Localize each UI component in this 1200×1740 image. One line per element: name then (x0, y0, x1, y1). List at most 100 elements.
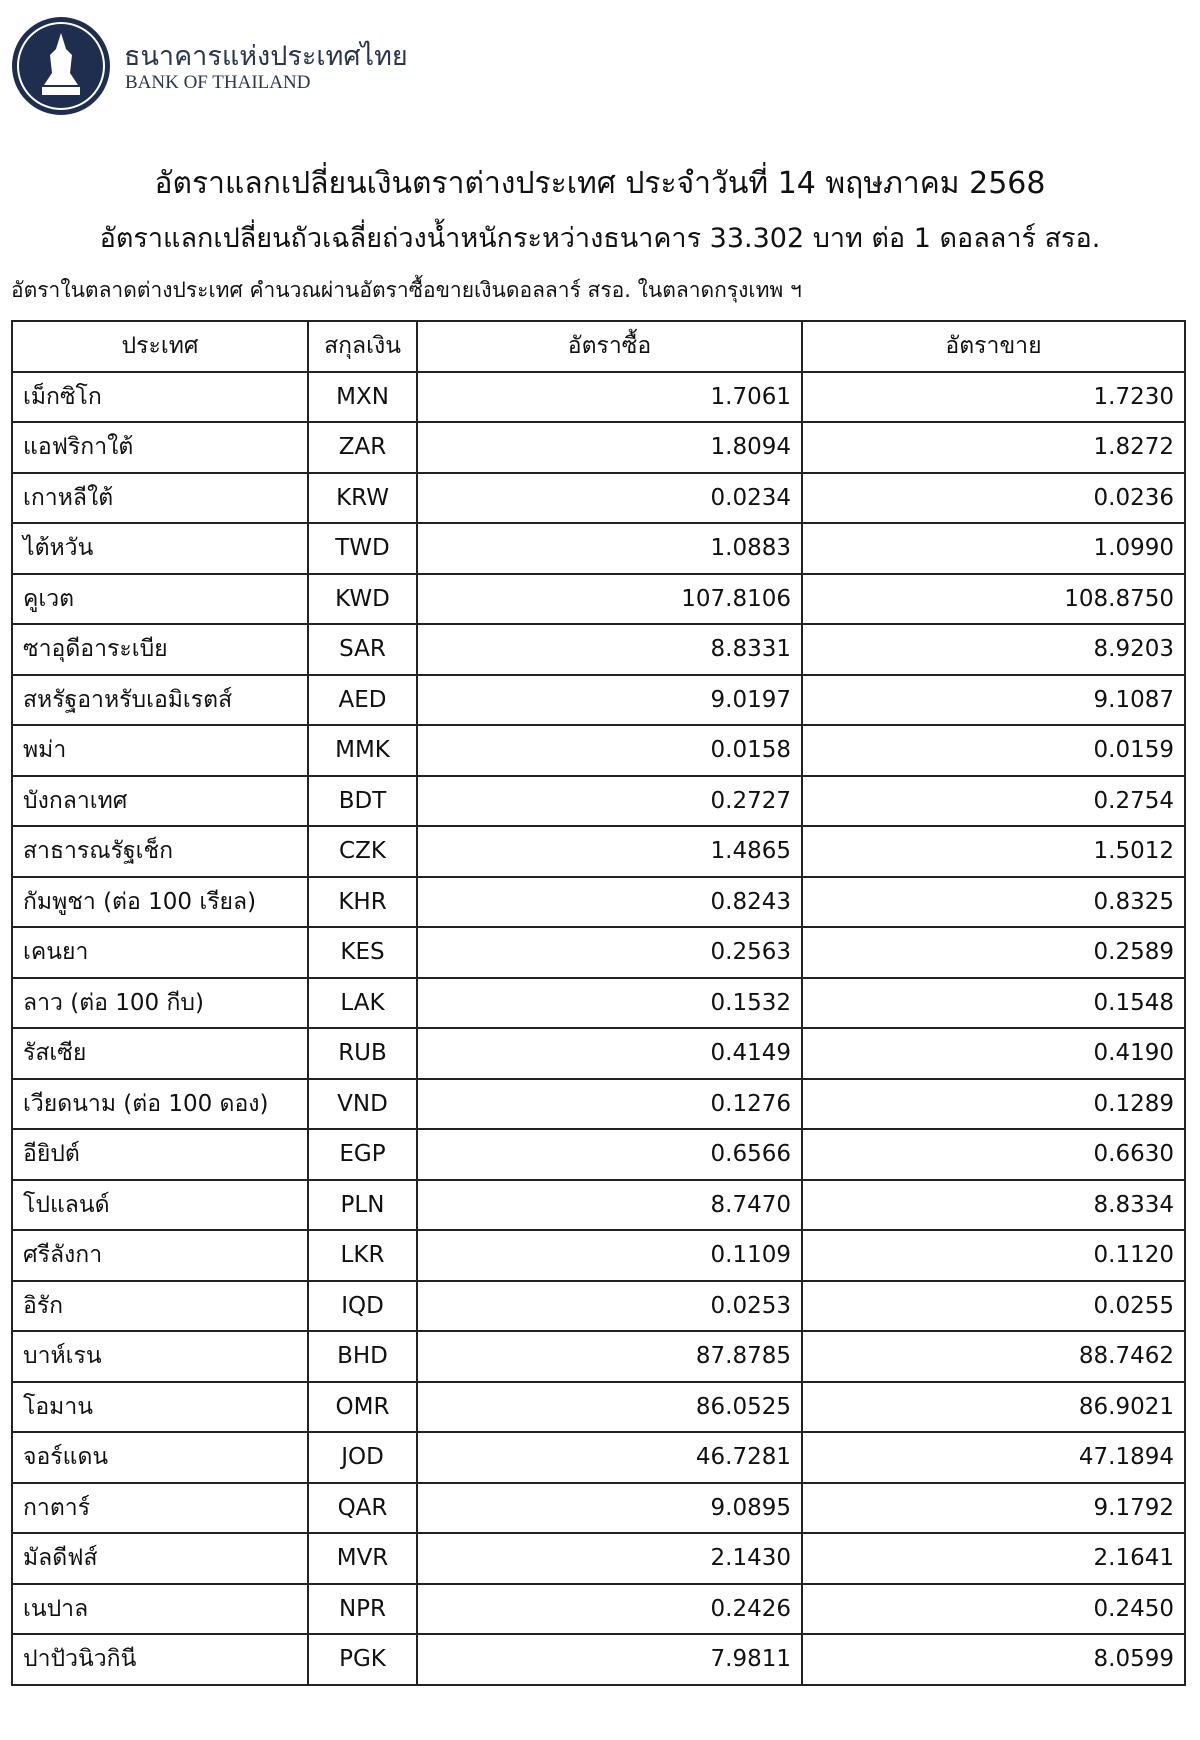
country: บังกลาเทศ (11, 774, 309, 827)
buy-rate: 107.8106 (416, 572, 803, 625)
country: เคนยา (11, 926, 309, 979)
currency-code: EGP (307, 1128, 418, 1181)
rates-table: ประเทศ สกุลเงิน อัตราซื้อ อัตราขาย เม็กซิโก… (11, 320, 1186, 1686)
org-name-th: ธนาคารแห่งประเทศไทย (124, 41, 408, 72)
country: รัสเซีย (11, 1027, 309, 1080)
column-header: อัตราขาย (801, 320, 1186, 373)
buy-rate: 86.0525 (416, 1380, 803, 1433)
currency-code: KWD (307, 572, 418, 625)
sell-rate: 86.9021 (801, 1380, 1186, 1433)
sell-rate: 0.0255 (801, 1279, 1186, 1332)
country: บาห์เรน (11, 1330, 309, 1383)
sell-rate: 0.1120 (801, 1229, 1186, 1282)
sell-rate: 0.1548 (801, 976, 1186, 1029)
country: เม็กซิโก (11, 370, 309, 423)
sell-rate: 9.1087 (801, 673, 1186, 726)
table-row: ลาว (ต่อ 100 กีบ) LAK 0.1532 0.1548 (11, 976, 1186, 1029)
currency-code: PLN (307, 1178, 418, 1231)
country: โปแลนด์ (11, 1178, 309, 1231)
country: แอฟริกาใต้ (11, 421, 309, 474)
table-row: เนปาล NPR 0.2426 0.2450 (11, 1582, 1186, 1635)
buy-rate: 0.2563 (416, 926, 803, 979)
buy-rate: 1.4865 (416, 825, 803, 878)
currency-code: OMR (307, 1380, 418, 1433)
country: ลาว (ต่อ 100 กีบ) (11, 976, 309, 1029)
country: กาตาร์ (11, 1481, 309, 1534)
currency-code: NPR (307, 1582, 418, 1635)
table-row: เวียดนาม (ต่อ 100 ดอง) VND 0.1276 0.1289 (11, 1077, 1186, 1130)
table-row: จอร์แดน JOD 46.7281 47.1894 (11, 1431, 1186, 1484)
sell-rate: 1.7230 (801, 370, 1186, 423)
currency-code: AED (307, 673, 418, 726)
country: สหรัฐอาหรับเอมิเรตส์ (11, 673, 309, 726)
table-body: เม็กซิโก MXN 1.7061 1.7230 แอฟริกาใต้ ZAR 1.80… (11, 370, 1186, 1686)
buy-rate: 0.0253 (416, 1279, 803, 1332)
sell-rate: 0.2450 (801, 1582, 1186, 1635)
buy-rate: 0.1276 (416, 1077, 803, 1130)
table-row: อิรัก IQD 0.0253 0.0255 (11, 1279, 1186, 1332)
table-row: ซาอุดีอาระเบีย SAR 8.8331 8.9203 (11, 623, 1186, 676)
currency-code: LKR (307, 1229, 418, 1282)
table-row: บังกลาเทศ BDT 0.2727 0.2754 (11, 774, 1186, 827)
country: ศรีลังกา (11, 1229, 309, 1282)
buy-rate: 2.1430 (416, 1532, 803, 1585)
sell-rate: 0.6630 (801, 1128, 1186, 1181)
currency-code: IQD (307, 1279, 418, 1332)
currency-code: MMK (307, 724, 418, 777)
table-row: ไต้หวัน TWD 1.0883 1.0990 (11, 522, 1186, 575)
table-row: ปาปัวนิวกินี PGK 7.9811 8.0599 (11, 1633, 1186, 1686)
table-row: ศรีลังกา LKR 0.1109 0.1120 (11, 1229, 1186, 1282)
org-name-en: BANK OF THAILAND (125, 72, 311, 93)
column-header: อัตราซื้อ (416, 320, 803, 373)
country: เนปาล (11, 1582, 309, 1635)
country: เกาหลีใต้ (11, 471, 309, 524)
buy-rate: 8.8331 (416, 623, 803, 676)
table-row: กัมพูชา (ต่อ 100 เรียล) KHR 0.8243 0.8325 (11, 875, 1186, 928)
buy-rate: 9.0895 (416, 1481, 803, 1534)
sell-rate: 0.0159 (801, 724, 1186, 777)
currency-code: JOD (307, 1431, 418, 1484)
buy-rate: 0.6566 (416, 1128, 803, 1181)
currency-code: MXN (307, 370, 418, 423)
sell-rate: 0.1289 (801, 1077, 1186, 1130)
table-row: เกาหลีใต้ KRW 0.0234 0.0236 (11, 471, 1186, 524)
currency-code: KRW (307, 471, 418, 524)
sell-rate: 8.0599 (801, 1633, 1186, 1686)
table-row: รัสเซีย RUB 0.4149 0.4190 (11, 1027, 1186, 1080)
country: กัมพูชา (ต่อ 100 เรียล) (11, 875, 309, 928)
buy-rate: 9.0197 (416, 673, 803, 726)
currency-code: KES (307, 926, 418, 979)
table-row: เม็กซิโก MXN 1.7061 1.7230 (11, 370, 1186, 423)
currency-code: SAR (307, 623, 418, 676)
sell-rate: 0.0236 (801, 471, 1186, 524)
country: ซาอุดีอาระเบีย (11, 623, 309, 676)
table-row: มัลดีฟส์ MVR 2.1430 2.1641 (11, 1532, 1186, 1585)
currency-code: BDT (307, 774, 418, 827)
sell-rate: 1.0990 (801, 522, 1186, 575)
table-row: โอมาน OMR 86.0525 86.9021 (11, 1380, 1186, 1433)
buy-rate: 46.7281 (416, 1431, 803, 1484)
country: พม่า (11, 724, 309, 777)
buy-rate: 0.0158 (416, 724, 803, 777)
buy-rate: 1.0883 (416, 522, 803, 575)
currency-code: LAK (307, 976, 418, 1029)
currency-code: ZAR (307, 421, 418, 474)
table-row: คูเวต KWD 107.8106 108.8750 (11, 572, 1186, 625)
sell-rate: 47.1894 (801, 1431, 1186, 1484)
currency-code: BHD (307, 1330, 418, 1383)
country: อียิปต์ (11, 1128, 309, 1181)
buy-rate: 0.1532 (416, 976, 803, 1029)
buy-rate: 0.2426 (416, 1582, 803, 1635)
country: มัลดีฟส์ (11, 1532, 309, 1585)
buy-rate: 0.2727 (416, 774, 803, 827)
table-row: อียิปต์ EGP 0.6566 0.6630 (11, 1128, 1186, 1181)
title: อัตราแลกเปลี่ยนเงินตราต่างประเทศ ประจำวั… (154, 166, 1046, 201)
sell-rate: 8.9203 (801, 623, 1186, 676)
header-row: ประเทศ สกุลเงิน อัตราซื้อ อัตราขาย (11, 320, 1186, 373)
column-header: ประเทศ (11, 320, 309, 373)
table-row: กาตาร์ QAR 9.0895 9.1792 (11, 1481, 1186, 1534)
sell-rate: 1.8272 (801, 421, 1186, 474)
sell-rate: 0.2754 (801, 774, 1186, 827)
table-row: บาห์เรน BHD 87.8785 88.7462 (11, 1330, 1186, 1383)
table-row: โปแลนด์ PLN 8.7470 8.8334 (11, 1178, 1186, 1231)
